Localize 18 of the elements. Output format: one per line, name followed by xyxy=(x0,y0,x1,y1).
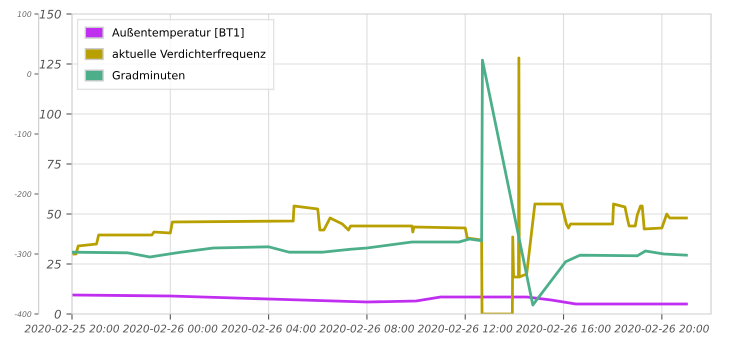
y-tick-label: 125 xyxy=(40,60,61,69)
legend-label: aktuelle Verdichterfrequenz xyxy=(112,49,266,60)
y-tick-label: 50 xyxy=(46,210,61,219)
line-series xyxy=(72,294,688,306)
y-tick-label: 25 xyxy=(46,260,61,269)
y-tick-label: 100 xyxy=(40,110,61,119)
legend-label: Gradminuten xyxy=(112,70,184,80)
y-tick-label: 75 xyxy=(48,160,61,169)
x-tick-label: 2020-02-25 20:00 xyxy=(24,324,120,333)
x-tick-label: 2020-02-26 12:00 xyxy=(418,324,512,333)
x-tick-label: 2020-02-26 16:00 xyxy=(516,324,611,333)
legend-label: Außentemperatur [BT1] xyxy=(112,28,244,39)
x-tick-label: 2020-02-26 20:00 xyxy=(614,324,709,333)
y-tick-label: 0 xyxy=(54,310,61,319)
x-tick-label: 2020-02-26 00:00 xyxy=(122,324,218,333)
y-tick-label: 150 xyxy=(40,10,61,19)
x-tick-label: 2020-02-26 04:00 xyxy=(221,324,316,333)
x-tick-label: 2020-02-26 08:00 xyxy=(319,324,414,333)
